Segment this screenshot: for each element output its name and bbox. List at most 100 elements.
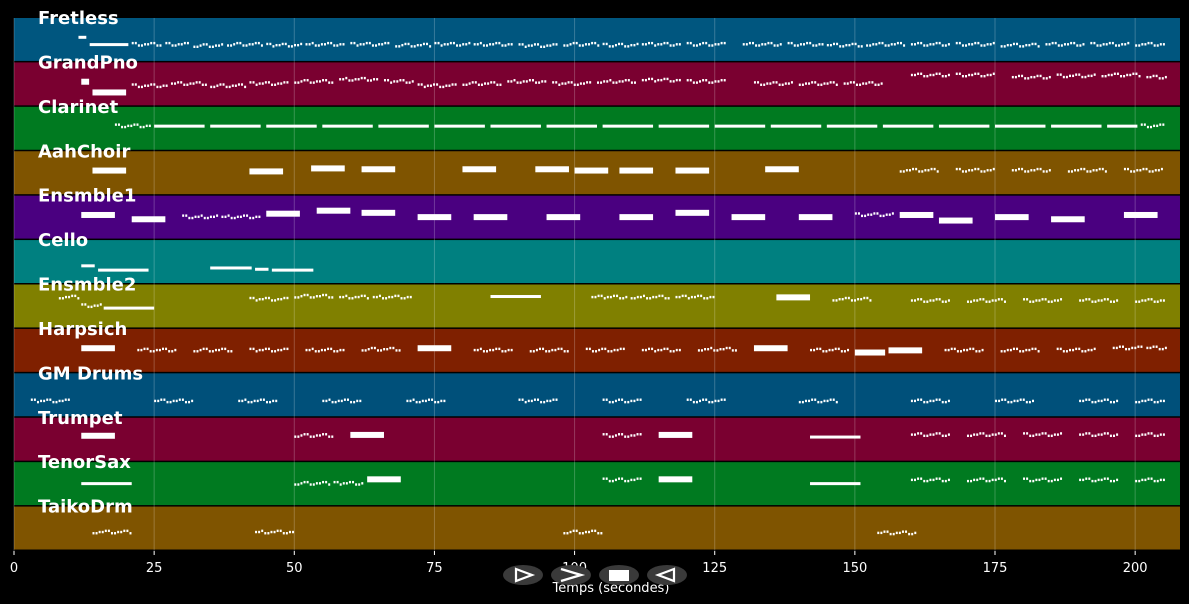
note xyxy=(185,214,188,217)
note xyxy=(303,480,306,484)
note xyxy=(236,41,239,45)
note xyxy=(870,213,873,216)
note xyxy=(857,298,860,301)
note xyxy=(704,348,707,351)
note xyxy=(336,350,339,353)
note xyxy=(935,477,938,480)
note xyxy=(417,83,420,86)
note xyxy=(624,45,627,48)
note xyxy=(1074,169,1077,172)
note xyxy=(64,398,67,401)
note xyxy=(869,299,872,302)
note xyxy=(147,43,150,46)
note xyxy=(133,123,136,126)
note xyxy=(178,398,181,401)
note xyxy=(1094,300,1097,303)
note xyxy=(284,42,287,46)
note xyxy=(944,300,947,303)
note xyxy=(1025,43,1028,47)
note xyxy=(1083,167,1086,171)
note xyxy=(270,530,273,534)
note xyxy=(1080,167,1083,171)
note xyxy=(930,167,933,171)
note xyxy=(861,214,864,218)
note xyxy=(95,532,98,535)
note xyxy=(966,300,969,303)
note xyxy=(221,347,224,351)
rewind-button[interactable] xyxy=(647,565,687,585)
note xyxy=(555,43,558,46)
note xyxy=(910,73,913,77)
note xyxy=(1057,44,1060,47)
note xyxy=(61,399,64,403)
note xyxy=(615,81,618,84)
note xyxy=(297,81,300,84)
note xyxy=(446,43,449,46)
note xyxy=(624,435,627,438)
note xyxy=(363,76,366,80)
note xyxy=(316,207,351,214)
note xyxy=(529,350,532,353)
note xyxy=(180,43,183,46)
note xyxy=(692,44,695,47)
note xyxy=(290,45,293,48)
note xyxy=(714,124,766,128)
note xyxy=(81,264,95,268)
note xyxy=(1141,433,1144,436)
note xyxy=(684,294,687,298)
note xyxy=(944,348,947,352)
note xyxy=(627,79,630,82)
note xyxy=(991,478,994,482)
note xyxy=(624,79,627,82)
note xyxy=(891,212,894,215)
note xyxy=(1021,167,1024,171)
stop-button[interactable] xyxy=(599,565,639,585)
note xyxy=(342,482,345,485)
note xyxy=(1041,477,1044,480)
note xyxy=(843,350,846,353)
note xyxy=(697,294,700,298)
note xyxy=(848,43,851,47)
note xyxy=(669,80,672,83)
note xyxy=(537,43,540,46)
note xyxy=(203,216,206,220)
note xyxy=(318,295,321,298)
note xyxy=(546,399,549,403)
note xyxy=(1154,169,1157,172)
note xyxy=(376,349,379,352)
note xyxy=(214,44,217,47)
note xyxy=(1056,347,1059,351)
note xyxy=(340,399,343,403)
note xyxy=(758,44,761,47)
note xyxy=(1045,43,1048,46)
note xyxy=(829,43,832,47)
note xyxy=(582,82,585,85)
note xyxy=(660,43,663,46)
note xyxy=(493,81,496,84)
note xyxy=(1103,298,1106,301)
note xyxy=(833,42,836,46)
note xyxy=(961,44,964,47)
note xyxy=(908,532,911,536)
note xyxy=(660,348,663,352)
note xyxy=(1011,169,1014,172)
play-button[interactable] xyxy=(503,565,543,585)
note xyxy=(770,41,773,45)
note xyxy=(636,42,639,46)
note xyxy=(1060,432,1063,435)
note xyxy=(603,80,606,83)
note xyxy=(1028,43,1031,47)
note xyxy=(1148,170,1151,173)
note xyxy=(1141,299,1144,302)
note xyxy=(983,74,986,78)
note xyxy=(238,399,241,403)
note xyxy=(154,399,157,403)
fast-forward-button[interactable] xyxy=(551,565,591,585)
track-label: Fretless xyxy=(38,8,119,29)
note xyxy=(271,299,274,302)
note xyxy=(1004,398,1007,401)
note xyxy=(200,214,203,217)
note xyxy=(935,432,938,435)
note xyxy=(468,41,471,45)
note xyxy=(1038,433,1041,436)
